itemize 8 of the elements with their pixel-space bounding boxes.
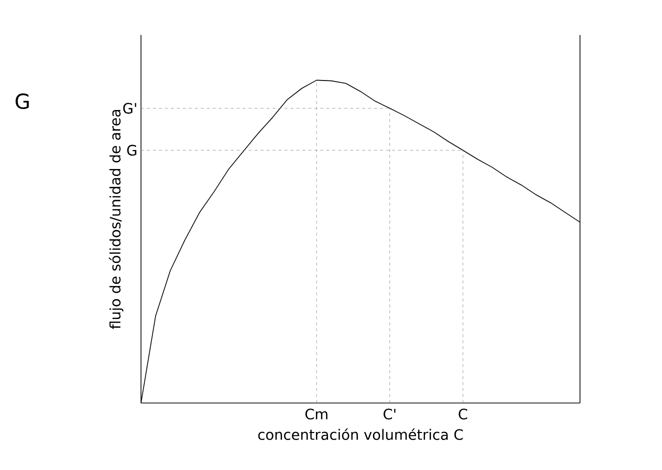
ref-line-label: G: [127, 144, 136, 156]
text: G: [16, 93, 29, 110]
x-tick-label: Cm: [305, 408, 328, 420]
x-tick-label: C: [458, 408, 468, 420]
y-axis-title: flujo de sólidos/unidad de area: [108, 110, 124, 329]
x-axis-title: concentración volumétrica C: [258, 428, 463, 440]
ref-line-label: G': [123, 102, 136, 114]
x-tick-label: C': [384, 408, 396, 420]
